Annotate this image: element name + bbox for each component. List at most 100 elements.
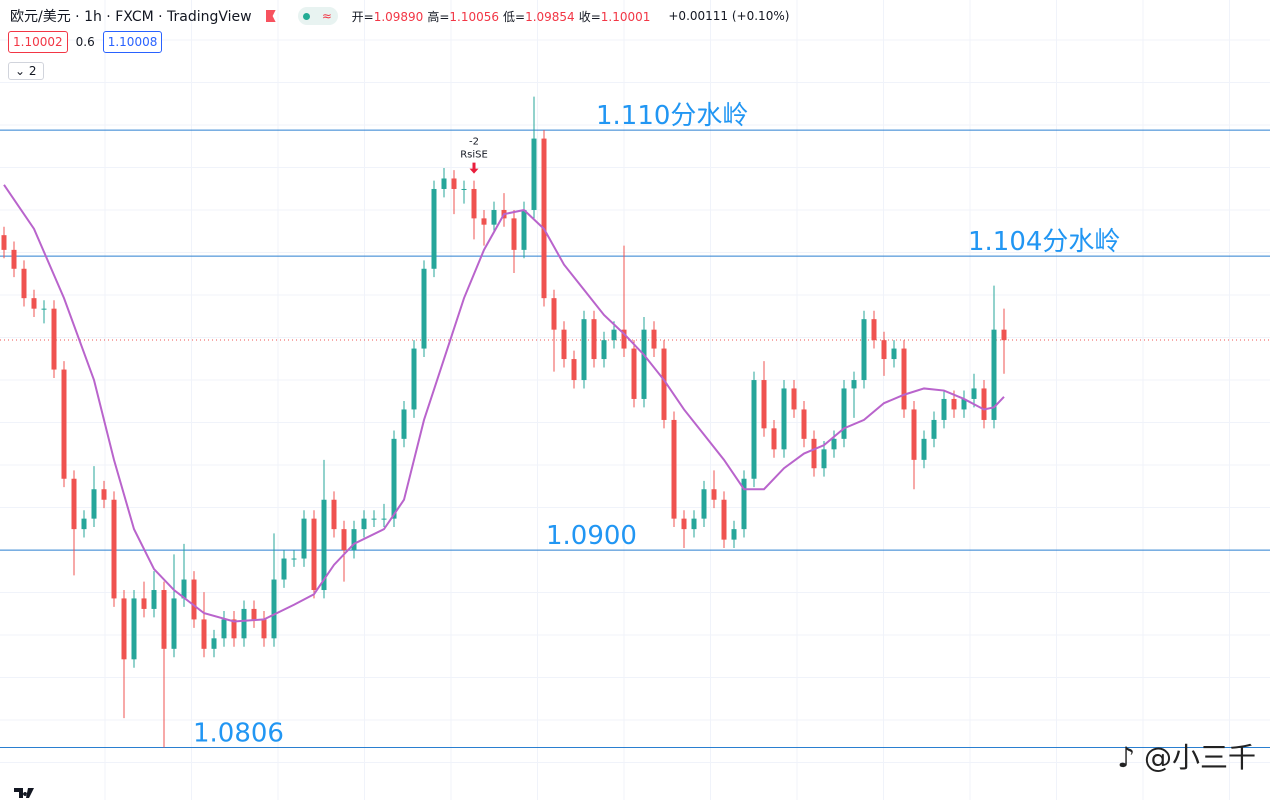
candle-body: [481, 218, 487, 225]
sell-price[interactable]: 1.10002: [8, 31, 68, 53]
candle-body: [691, 518, 697, 530]
candle-body: [371, 518, 377, 520]
wave-icon: ≈: [321, 9, 332, 23]
candle-body: [191, 579, 197, 620]
candle-body: [281, 558, 287, 580]
candle-body: [351, 529, 357, 551]
candle-body: [201, 619, 207, 649]
candle-body: [711, 489, 717, 500]
candle-body: [271, 579, 277, 639]
candle-body: [231, 619, 237, 639]
candle-body: [441, 178, 447, 189]
ohlc-label: 收=: [578, 9, 601, 24]
candle-body: [881, 340, 887, 360]
candle-body: [591, 319, 597, 360]
candle-body: [971, 388, 977, 399]
candle-body: [531, 138, 537, 210]
candle-body: [681, 518, 687, 530]
candle-body: [241, 608, 247, 639]
candle-body: [861, 319, 867, 381]
candle-body: [611, 329, 617, 341]
candle-body: [461, 188, 467, 190]
candle-body: [791, 388, 797, 410]
watermark: ♪ @小三千: [1117, 741, 1256, 774]
candle-body: [91, 489, 97, 519]
candle-body: [521, 209, 527, 250]
candle-body: [321, 499, 327, 591]
candle-body: [941, 398, 947, 420]
level-label: 1.104分水岭: [968, 227, 1120, 257]
candle-body: [981, 388, 987, 420]
candle-body: [731, 529, 737, 540]
candle-body: [891, 348, 897, 360]
candle-body: [41, 308, 47, 310]
candle-body: [391, 438, 397, 519]
candle-body: [931, 419, 937, 439]
ohlc-value: 1.10001: [600, 9, 651, 24]
candle-body: [661, 348, 667, 420]
trade-badges: 1.10002 0.6 1.10008: [8, 31, 163, 53]
candle-body: [901, 348, 907, 410]
candle-body: [121, 598, 127, 660]
candle-body: [821, 449, 827, 469]
indicator-count: 2: [28, 64, 37, 78]
candle-body: [921, 438, 927, 460]
candle-body: [801, 409, 807, 439]
candle-body: [561, 329, 567, 360]
candle-body: [1, 235, 7, 250]
candle-body: [421, 268, 427, 349]
candle-body: [761, 380, 767, 429]
candle-body: [381, 518, 387, 520]
candle-body: [311, 518, 317, 591]
change: +0.00111 (+0.10%): [668, 9, 790, 23]
flag-icon[interactable]: [265, 10, 276, 22]
candle-body: [111, 499, 117, 599]
candle-body: [401, 409, 407, 439]
candle-body: [31, 298, 37, 309]
candle-body: [171, 598, 177, 649]
level-label: 1.0806: [193, 719, 284, 749]
signal-arrow: [469, 162, 479, 174]
signal-count: -2: [469, 137, 479, 148]
plot: 1.110分水岭 1.104分水岭 1.0900 1.0806 -2 RsiSE: [0, 96, 1270, 749]
candle-body: [411, 348, 417, 410]
tv-logo: [14, 788, 34, 798]
candle-body: [101, 489, 107, 500]
candle-body: [151, 590, 157, 609]
candle-body: [951, 398, 957, 410]
candle-body: [21, 268, 27, 299]
candle-body: [911, 409, 917, 460]
status-pill[interactable]: ≈: [297, 7, 338, 25]
candle-body: [551, 298, 557, 330]
candle-body: [471, 188, 477, 219]
candle-body: [451, 178, 457, 189]
candle-body: [721, 499, 727, 540]
candle-body: [841, 388, 847, 439]
indicator-toggle[interactable]: ⌄ 2: [8, 62, 44, 80]
candle-body: [581, 319, 587, 381]
candle-body: [641, 329, 647, 399]
candle-body: [601, 340, 607, 360]
candle-body: [631, 348, 637, 399]
status-dot: [303, 12, 311, 20]
level-label: 1.0900: [546, 521, 637, 551]
candle-body: [331, 499, 337, 530]
ohlc-value: 1.10056: [449, 9, 499, 24]
candle-body: [511, 218, 517, 250]
candle-body: [161, 590, 167, 649]
symbol: 欧元/美元 · 1h · FXCM · TradingView: [10, 9, 252, 25]
ohlc-value: 1.09890: [373, 9, 424, 24]
candle-body: [291, 558, 297, 560]
candle-body: [81, 518, 87, 530]
ohlc-label: 高=: [427, 9, 450, 24]
candle-body: [541, 138, 547, 299]
ohlc-value: 1.09854: [525, 9, 575, 24]
candle-body: [71, 478, 77, 530]
candle-body: [341, 529, 347, 551]
buy-price[interactable]: 1.10008: [102, 31, 163, 53]
candle-body: [361, 518, 367, 530]
candle-body: [571, 359, 577, 381]
logo-shape: [14, 788, 34, 798]
